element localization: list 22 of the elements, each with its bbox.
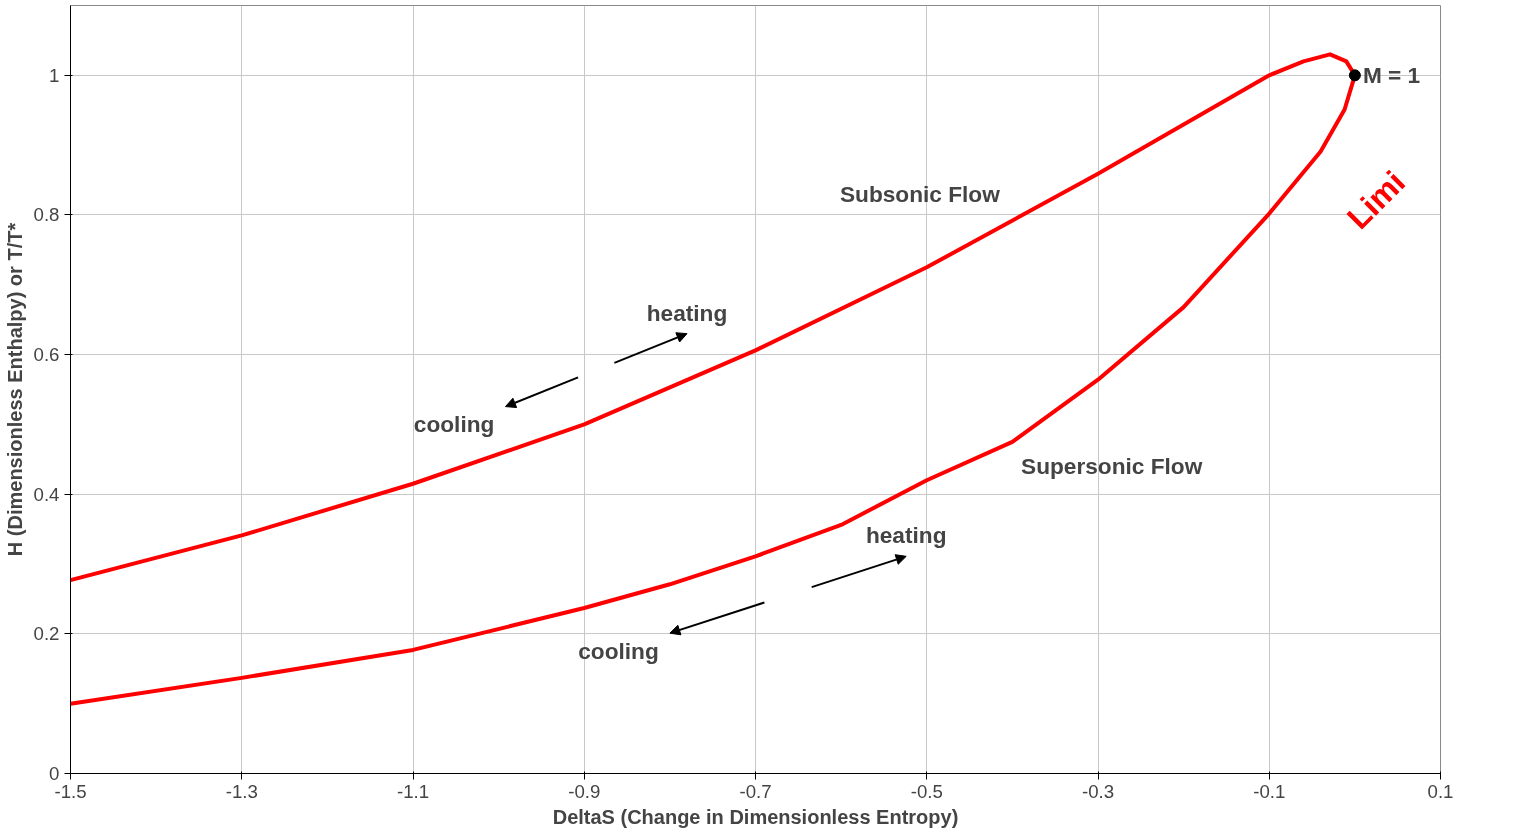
y-tick-label: 0.6 bbox=[33, 344, 60, 366]
y-tick-label: 0.8 bbox=[33, 204, 60, 226]
y-tick-label: 1 bbox=[49, 64, 60, 86]
x-axis-title: DeltaS (Change in Dimensionless Entropy) bbox=[552, 805, 959, 828]
x-tick-label: -0.1 bbox=[1253, 780, 1286, 802]
y-tick-label: 0.4 bbox=[33, 483, 60, 505]
annotation: M = 1 bbox=[1362, 62, 1421, 89]
x-tick-label: -0.3 bbox=[1081, 780, 1115, 802]
x-tick-label: -1.3 bbox=[225, 780, 258, 802]
x-tick-label: -0.5 bbox=[910, 780, 943, 802]
x-tick-label: 0.1 bbox=[1427, 780, 1454, 802]
y-axis-title: H (Dimensionless Enthalpy) or T/T* bbox=[3, 222, 26, 557]
annotation: heating bbox=[646, 299, 728, 326]
annotation: heating bbox=[865, 522, 947, 549]
x-tick-label: -0.7 bbox=[739, 780, 772, 802]
annotation: cooling bbox=[413, 411, 495, 438]
x-tick-label: -1.1 bbox=[396, 780, 430, 802]
y-tick-label: 0.2 bbox=[33, 623, 60, 645]
annotation: cooling bbox=[578, 637, 659, 664]
annotation: Supersonic Flow bbox=[1021, 453, 1203, 480]
annotation: Subsonic Flow bbox=[839, 180, 1001, 207]
x-tick-label: -0.9 bbox=[568, 780, 601, 802]
